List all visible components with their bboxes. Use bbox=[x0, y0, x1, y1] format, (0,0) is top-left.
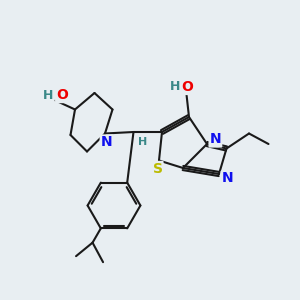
Text: N: N bbox=[101, 136, 112, 149]
Text: S: S bbox=[152, 162, 163, 176]
Text: N: N bbox=[222, 172, 233, 185]
Text: H: H bbox=[43, 88, 53, 102]
Text: H: H bbox=[169, 80, 180, 94]
Text: H: H bbox=[138, 136, 147, 147]
Text: O: O bbox=[182, 80, 194, 94]
Text: O: O bbox=[56, 88, 68, 102]
Text: N: N bbox=[210, 133, 221, 146]
